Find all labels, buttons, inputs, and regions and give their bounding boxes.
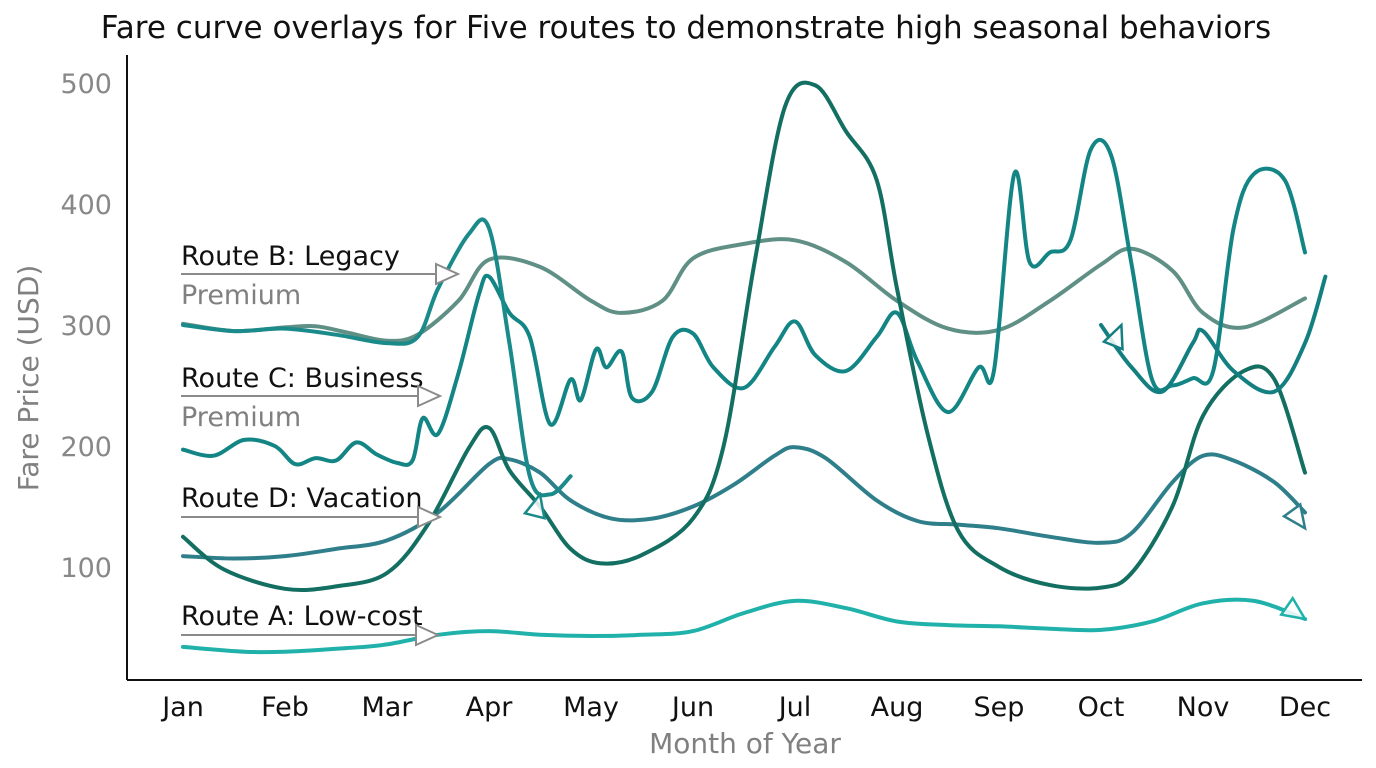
route-annotations: Route B: Legacy Premium Route C: Business P… (181, 241, 461, 647)
y-tick-label: 300 (60, 311, 112, 342)
annotation-arrow-head (417, 505, 443, 529)
series-line (181, 597, 1307, 655)
route-label: Route A: Low-cost (181, 601, 423, 632)
route-sublabel: Premium (181, 402, 301, 433)
y-tick-label: 200 (60, 432, 112, 463)
y-ticks: 100 200 300 400 500 (60, 69, 112, 584)
x-tick-label: Nov (1177, 692, 1230, 723)
annotation-arrow-head (435, 262, 461, 286)
x-tick-label: Jun (670, 692, 714, 723)
series-line (181, 138, 1307, 467)
x-tick-label: Dec (1279, 692, 1331, 723)
x-tick-label: May (563, 692, 619, 723)
x-axis-label: Month of Year (649, 727, 841, 760)
series-end-arrow (1101, 322, 1124, 352)
x-tick-label: Aug (871, 692, 924, 723)
route-label: Route B: Legacy (181, 241, 400, 272)
annotation-arrow-head (415, 623, 441, 647)
y-tick-label: 100 (60, 553, 112, 584)
series-end-arrow (1281, 502, 1307, 531)
x-tick-label: Apr (466, 692, 514, 723)
route-label: Route C: Business (181, 363, 424, 394)
series-end-arrow (1279, 595, 1308, 621)
annotation-arrow-head (417, 384, 443, 408)
y-tick-label: 400 (60, 190, 112, 221)
x-tick-label: Jan (160, 692, 204, 723)
chart-title: Fare curve overlays for Five routes to d… (101, 10, 1271, 46)
x-ticks: Jan Feb Mar Apr May Jun Jul Aug Sep Oct Nov Dec (160, 692, 1331, 723)
route-sublabel: Premium (181, 280, 301, 311)
x-tick-label: Jul (777, 692, 812, 723)
x-tick-label: Feb (261, 692, 309, 723)
series-line (1099, 274, 1328, 395)
series-end-arrow (522, 491, 546, 520)
y-tick-label: 500 (60, 69, 112, 100)
x-tick-label: Mar (362, 692, 414, 723)
route-label: Route D: Vacation (181, 483, 422, 514)
series-line (181, 80, 1307, 592)
y-axis-label: Fare Price (USD) (12, 265, 45, 492)
series-line (181, 237, 1307, 343)
x-tick-label: Oct (1078, 692, 1125, 723)
x-tick-label: Sep (974, 692, 1025, 723)
